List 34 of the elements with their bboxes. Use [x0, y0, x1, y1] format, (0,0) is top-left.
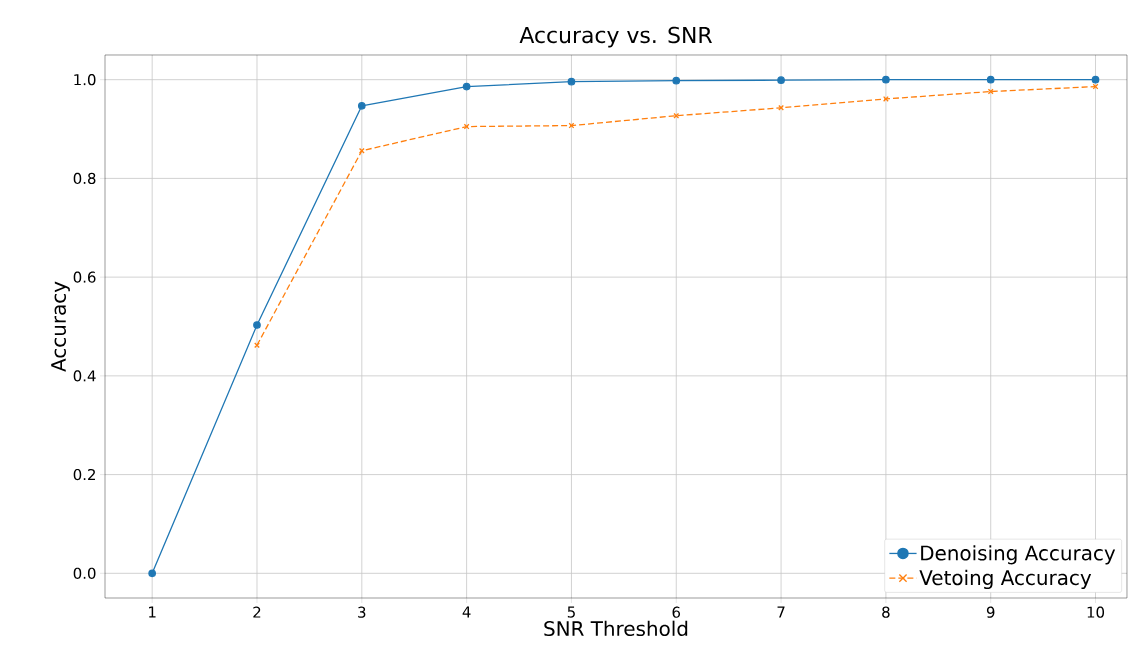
legend-label: Denoising Accuracy [921, 545, 1116, 565]
x-tick-label: 2 [253, 606, 261, 618]
x-tick-label: 10 [1087, 606, 1105, 618]
y-tick-label: 1.0 [74, 74, 96, 86]
x-tick-label: 8 [882, 606, 890, 618]
y-axis-title: Accuracy [51, 281, 70, 372]
x-tick-label: 4 [462, 606, 471, 618]
point [777, 76, 785, 85]
y-tick-label: 0.2 [73, 468, 95, 481]
x-tick-label: 3 [358, 606, 366, 618]
point [254, 342, 260, 349]
x-tick-label: 9 [986, 606, 995, 618]
legend-label: Vetoing Accuracy [919, 569, 1092, 590]
y-tick-label: 0.6 [73, 271, 96, 283]
point [882, 75, 890, 84]
point [987, 88, 994, 95]
point [357, 101, 366, 110]
chart-title: Accuracy vs. SNR [519, 26, 712, 48]
x-tick-label: 5 [567, 606, 575, 618]
point [567, 77, 576, 86]
y-tick-label: 0.0 [73, 567, 96, 579]
x-tick-label: 7 [777, 606, 785, 618]
point [253, 321, 261, 329]
point [672, 76, 681, 85]
y-tick-label: 0.8 [73, 172, 96, 185]
x-tick-label: 6 [672, 606, 681, 618]
point [1091, 75, 1100, 84]
y-tick-label: 0.4 [73, 370, 96, 382]
point [148, 569, 157, 578]
point [986, 75, 995, 84]
point [462, 82, 471, 91]
x-axis-title: SNR Threshold [544, 620, 688, 637]
point [778, 104, 784, 111]
x-tick-label: 1 [149, 606, 156, 618]
